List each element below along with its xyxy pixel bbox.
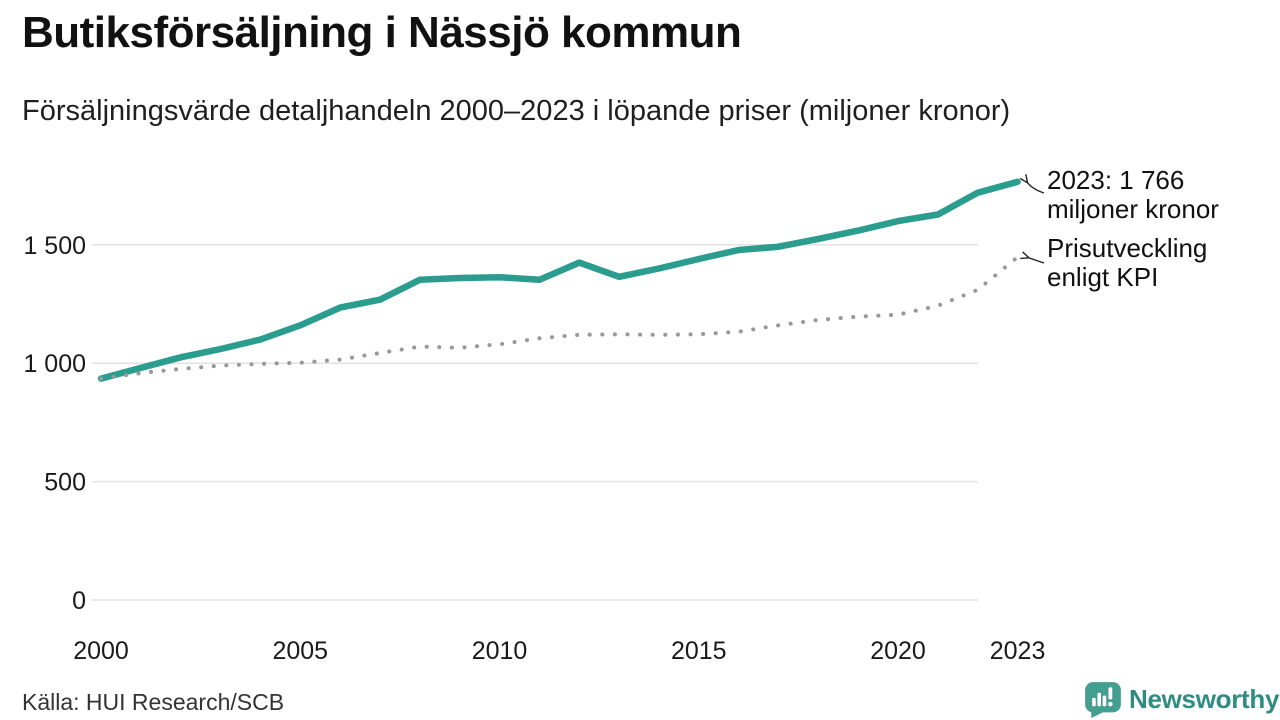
brand-name: Newsworthy (1129, 684, 1280, 714)
y-tick-label: 0 (72, 587, 86, 615)
x-tick-label: 2010 (472, 637, 528, 665)
x-tick-label: 2015 (671, 637, 727, 665)
y-tick-label: 500 (44, 469, 86, 497)
x-tick-label: 2023 (990, 637, 1046, 665)
y-tick-label: 1 000 (23, 350, 86, 378)
annotation-arrow-kpi (1020, 251, 1045, 264)
annotation-kpi: Prisutveckling enligt KPI (1047, 234, 1207, 292)
series-line-kpi (99, 255, 1020, 381)
annotation-kpi-line2: enligt KPI (1047, 262, 1159, 292)
source-note: Källa: HUI Research/SCB (22, 689, 285, 715)
grid-layer: 0 500 1 000 1 500 2000 2005 2010 2015 2020 2023 (23, 232, 1045, 665)
annotation-arrow-sales (1019, 174, 1045, 194)
y-tick-label: 1 500 (23, 232, 86, 260)
x-tick-label: 2000 (73, 637, 129, 665)
series-layer (97, 178, 1021, 382)
series-line-sales (97, 178, 1021, 382)
brand-logo: Newsworthy (1084, 681, 1279, 718)
x-tick-label: 2005 (272, 637, 328, 665)
page-title: Butiksförsäljning i Nässjö kommun (22, 8, 742, 57)
page-subtitle: Försäljningsvärde detaljhandeln 2000–202… (22, 95, 1011, 127)
annotation-sales-line2: miljoner kronor (1047, 194, 1219, 224)
annotation-sales-2023: 2023: 1 766 miljoner kronor (1047, 166, 1219, 224)
newsworthy-bubble-barchart-icon (1085, 682, 1121, 718)
x-tick-label: 2020 (870, 637, 926, 665)
annotation-arrows (1019, 174, 1045, 264)
annotation-sales-line1: 2023: 1 766 (1047, 165, 1185, 195)
annotation-kpi-line1: Prisutveckling (1047, 233, 1208, 263)
